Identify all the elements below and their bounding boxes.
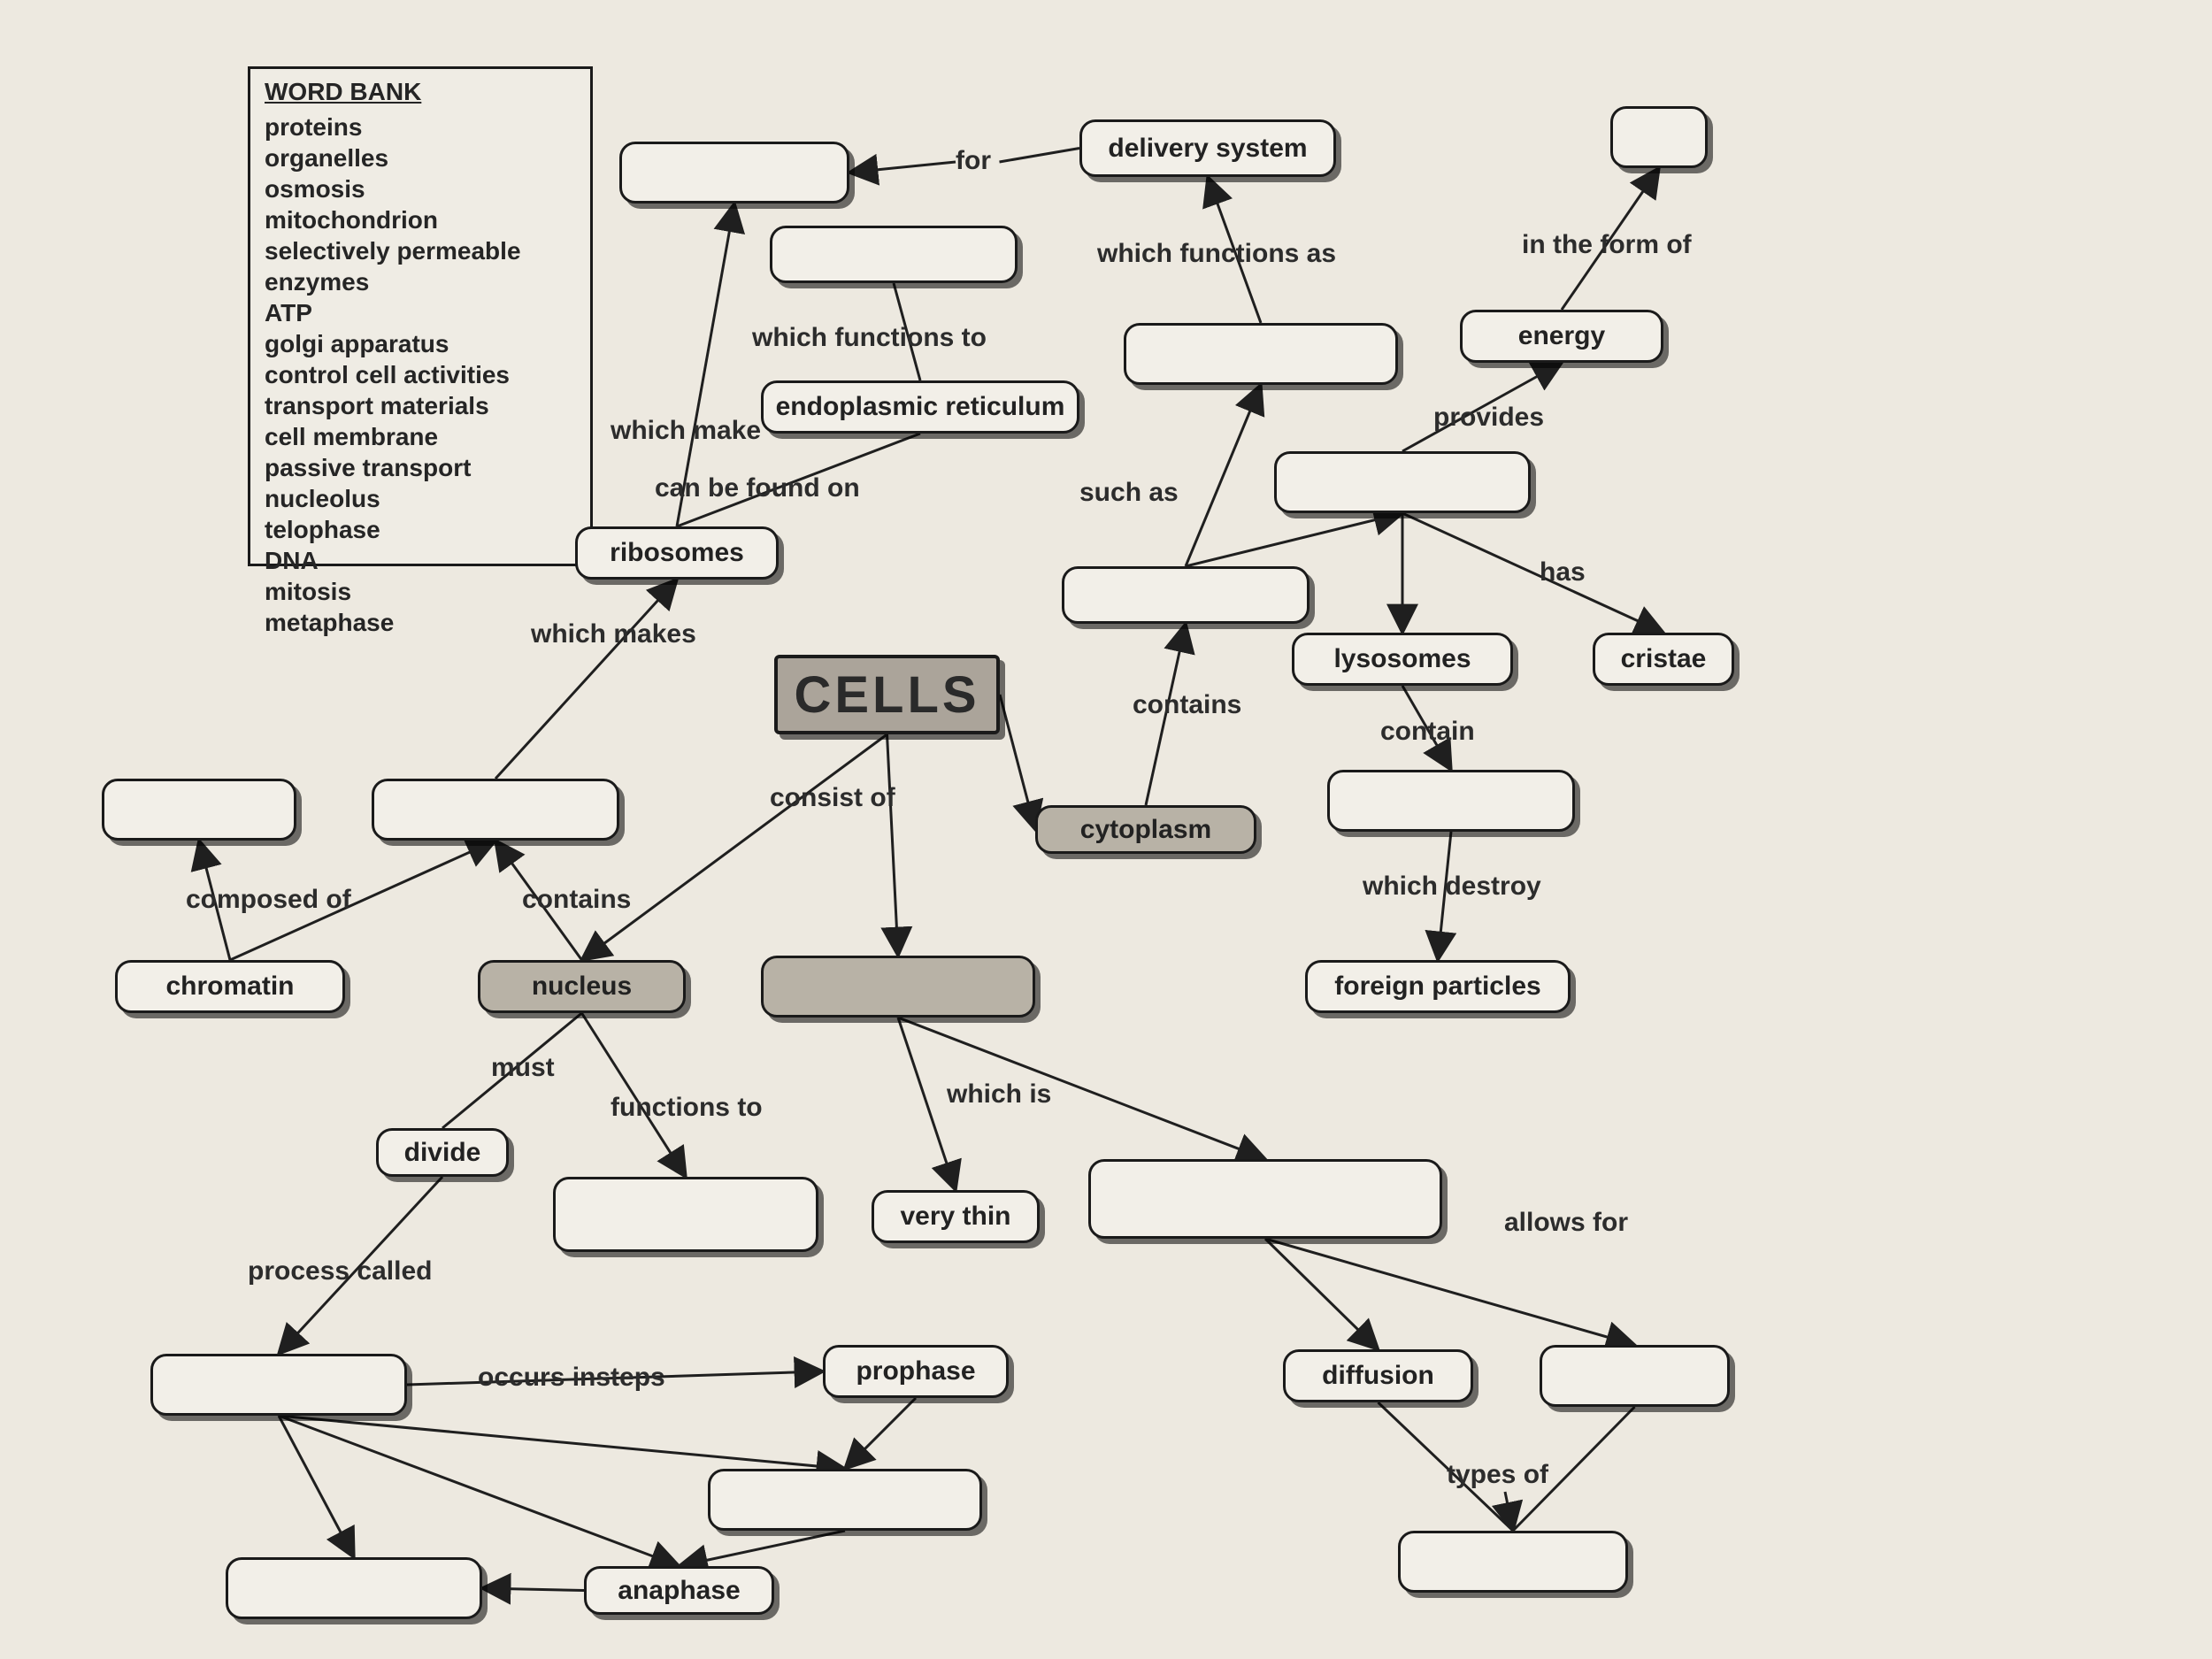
node-blank_right_mid [1124,323,1398,385]
edge [482,1588,584,1591]
node-blank_contains_top [1062,566,1310,624]
edge-label-process_called: process called [248,1256,432,1286]
edge-label-which_destroy: which destroy [1363,872,1541,902]
node-blank_tr_small [1610,106,1708,168]
edge [680,1531,846,1566]
word-bank-item: proteins [265,111,576,142]
edge [1000,695,1035,830]
edge-label-must: must [491,1053,555,1083]
edge-label-which_make: which make [611,416,761,446]
node-anaphase: anaphase [584,1566,774,1615]
node-ribosomes: ribosomes [575,526,779,580]
node-energy: energy [1460,310,1663,363]
word-bank-item: organelles [265,142,576,173]
edge [1186,513,1402,566]
node-blank_left2 [372,779,619,841]
word-bank-item: enzymes [265,266,576,297]
word-bank-item: control cell activities [265,359,576,390]
node-blank_suchas_target [1274,451,1531,513]
node-blank_topleft [619,142,849,204]
node-blank_lysocontain [1327,770,1575,832]
edge-label-functions_to: functions to [611,1093,763,1123]
edge-label-provides: provides [1433,403,1544,433]
node-cells: CELLS [774,655,1000,734]
node-divide: divide [376,1128,509,1177]
word-bank-item: cell membrane [265,421,576,452]
edge-label-can_be_found_on: can be found on [655,473,860,503]
edge [582,734,887,960]
edge-label-which_functions_as: which functions as [1097,239,1336,269]
node-nucleus: nucleus [478,960,686,1013]
edge-label-types_of: types of [1447,1460,1548,1490]
word-bank-item: telophase [265,514,576,545]
node-blank_sp [1088,1159,1442,1239]
edge [1186,385,1261,566]
edge-label-such_as: such as [1079,478,1179,508]
node-lysosomes: lysosomes [1292,633,1513,686]
word-bank-item: DNA [265,545,576,576]
edge-label-contains_top: contains [1133,690,1241,720]
word-bank-item: transport materials [265,390,576,421]
edge-label-has: has [1540,557,1586,588]
node-blank_functions [553,1177,818,1252]
edge-label-composed_of: composed of [186,885,351,915]
edge [279,1416,680,1566]
node-cytoplasm: cytoplasm [1035,805,1256,854]
edge [849,162,956,173]
edge-label-consist_of: consist of [770,783,895,813]
word-bank-item: osmosis [265,173,576,204]
edge-label-which_is: which is [947,1079,1051,1110]
node-blank_telo [226,1557,482,1619]
node-verythin: very thin [872,1190,1040,1243]
word-bank-item: metaphase [265,607,576,638]
edge [1402,513,1663,633]
word-bank-item: mitosis [265,576,576,607]
node-chromatin: chromatin [115,960,345,1013]
edge [1000,149,1080,163]
edge [279,1416,354,1557]
node-diffusion: diffusion [1283,1349,1473,1402]
word-bank-item: golgi apparatus [265,328,576,359]
edge [279,1416,845,1469]
node-blank_mid_top [770,226,1018,283]
node-delivery: delivery system [1079,119,1336,177]
word-bank-item: nucleolus [265,483,576,514]
edge-label-for: for [956,146,991,176]
edge-label-which_makes: which makes [531,619,696,649]
word-bank-item: selectively permeable [265,235,576,266]
node-blank_membrane [761,956,1035,1018]
edge-label-occurs_insteps: occurs insteps [478,1363,665,1393]
node-cristae: cristae [1593,633,1734,686]
word-bank-item: ATP [265,297,576,328]
node-blank_meta [708,1469,982,1531]
edge-label-contain: contain [1380,717,1475,747]
word-bank: WORD BANK proteinsorganellesosmosismitoc… [248,66,593,566]
edge-label-in_the_form_of: in the form of [1522,230,1692,260]
diagram-stage: { "canvas":{"w":2500,"h":1875,"bg":"#ede… [0,0,2212,1659]
node-blank_pt [1398,1531,1628,1593]
word-bank-item: passive transport [265,452,576,483]
edge [887,734,899,956]
node-foreign: foreign particles [1305,960,1571,1013]
node-blank_far_left [102,779,296,841]
edge-label-contains2: contains [522,885,631,915]
edge-label-which_functions_to: which functions to [752,323,987,353]
edge-label-allows_for: allows for [1504,1208,1628,1238]
edge [845,1398,916,1469]
node-blank_osmosis [1540,1345,1730,1407]
node-blank_mitosis [150,1354,407,1416]
node-prophase: prophase [823,1345,1009,1398]
word-bank-title: WORD BANK [265,78,576,106]
word-bank-item: mitochondrion [265,204,576,235]
node-er: endoplasmic reticulum [761,380,1079,434]
